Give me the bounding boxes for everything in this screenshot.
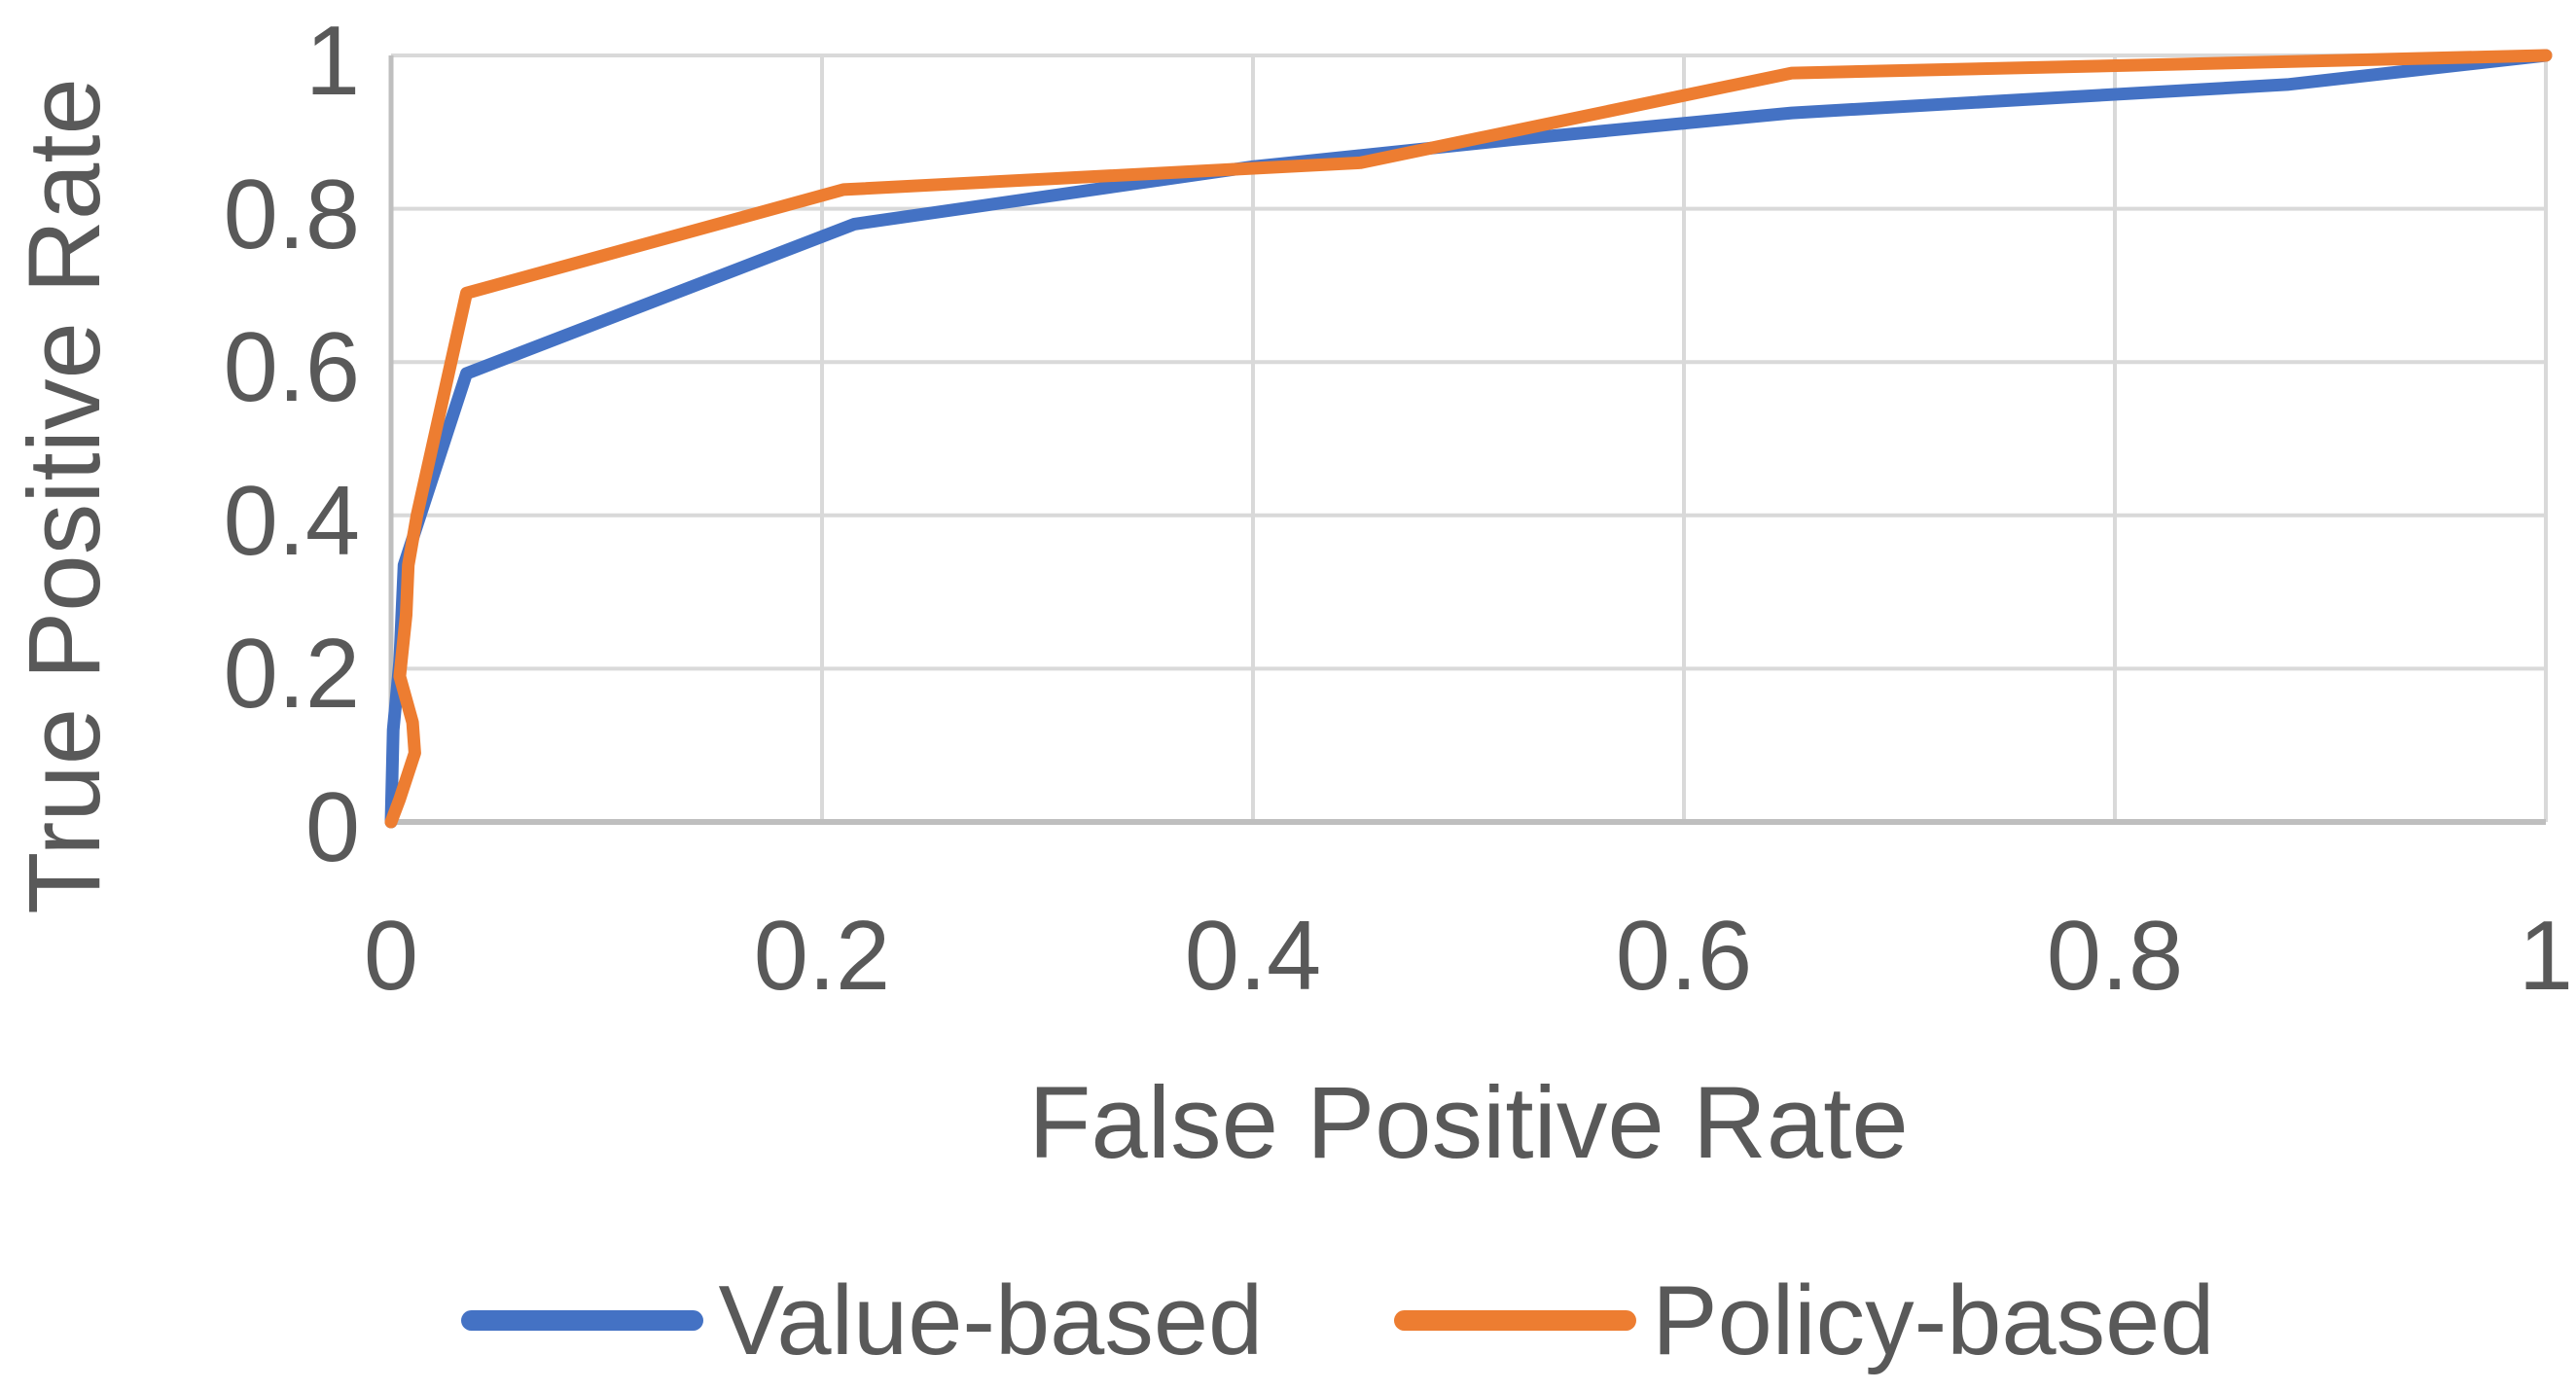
x-tick-label: 0.4: [1184, 902, 1322, 1011]
x-tick-label: 0.2: [753, 902, 891, 1011]
y-tick-label: 0.8: [223, 160, 360, 269]
y-tick-label: 0.6: [223, 313, 360, 423]
y-tick-label: 0.2: [223, 620, 360, 730]
x-axis-title: False Positive Rate: [1028, 1066, 1909, 1180]
x-tick-label: 0.6: [1615, 902, 1753, 1011]
y-tick-label: 1: [304, 7, 360, 116]
y-tick-label: 0.4: [223, 466, 360, 576]
x-tick-label: 0: [363, 902, 419, 1011]
x-tick-label: 1: [2518, 902, 2574, 1011]
value-based-line-swatch: [460, 1310, 703, 1331]
x-tick-label: 0.8: [2046, 902, 2184, 1011]
y-tick-label: 0: [304, 773, 360, 882]
gridlines: [389, 54, 2548, 824]
legend-item-value-based: Value-based: [460, 1266, 1264, 1375]
axis-lines: [388, 55, 2546, 825]
legend-item-policy-based: Policy-based: [1394, 1267, 2214, 1374]
legend: Value-based Policy-based: [0, 1250, 2576, 1391]
y-axis-title: True Positive Rate: [8, 78, 122, 914]
series-lines: [384, 49, 2553, 829]
policy-based-line: [384, 49, 2553, 829]
policy-based-line-swatch: [1394, 1310, 1637, 1331]
legend-label-value-based: Value-based: [718, 1266, 1264, 1375]
value-based-line: [384, 49, 2553, 829]
legend-label-policy-based: Policy-based: [1652, 1266, 2215, 1375]
